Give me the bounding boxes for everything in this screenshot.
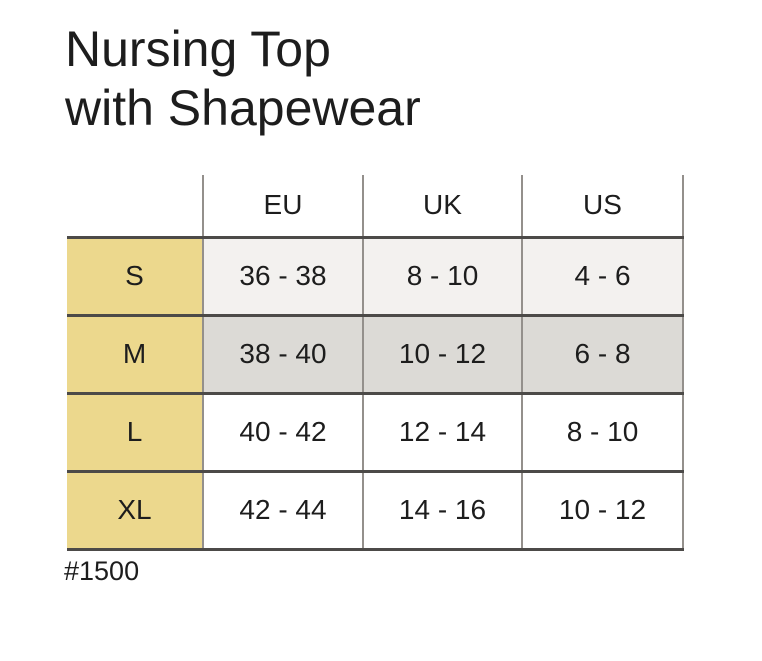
corner-cell	[67, 175, 203, 237]
title-line-1: Nursing Top	[65, 21, 331, 77]
table-row-l: L 40 - 42 12 - 14 8 - 10	[67, 393, 684, 471]
size-label-xl: XL	[67, 471, 203, 549]
cell-l-us: 8 - 10	[521, 393, 684, 471]
table-row-s: S 36 - 38 8 - 10 4 - 6	[67, 237, 684, 315]
title-line-2: with Shapewear	[65, 80, 421, 136]
table-header-row: EU UK US	[67, 175, 684, 237]
cell-xl-us: 10 - 12	[521, 471, 684, 549]
cell-l-eu: 40 - 42	[202, 393, 363, 471]
cell-m-uk: 10 - 12	[362, 315, 522, 393]
column-header-eu: EU	[202, 175, 363, 237]
size-chart-table: EU UK US S 36 - 38 8 - 10 4 - 6 M 38 - 4…	[67, 175, 684, 551]
style-number: #1500	[64, 556, 140, 586]
column-header-us: US	[521, 175, 684, 237]
table-row-xl: XL 42 - 44 14 - 16 10 - 12	[67, 471, 684, 549]
cell-l-uk: 12 - 14	[362, 393, 522, 471]
cell-m-eu: 38 - 40	[202, 315, 363, 393]
cell-s-us: 4 - 6	[521, 237, 684, 315]
size-label-l: L	[67, 393, 203, 471]
column-header-uk: UK	[362, 175, 522, 237]
page-title: Nursing Top with Shapewear	[65, 20, 421, 138]
cell-s-uk: 8 - 10	[362, 237, 522, 315]
size-label-s: S	[67, 237, 203, 315]
table-row-m: M 38 - 40 10 - 12 6 - 8	[67, 315, 684, 393]
cell-xl-uk: 14 - 16	[362, 471, 522, 549]
cell-xl-eu: 42 - 44	[202, 471, 363, 549]
cell-m-us: 6 - 8	[521, 315, 684, 393]
size-label-m: M	[67, 315, 203, 393]
cell-s-eu: 36 - 38	[202, 237, 363, 315]
